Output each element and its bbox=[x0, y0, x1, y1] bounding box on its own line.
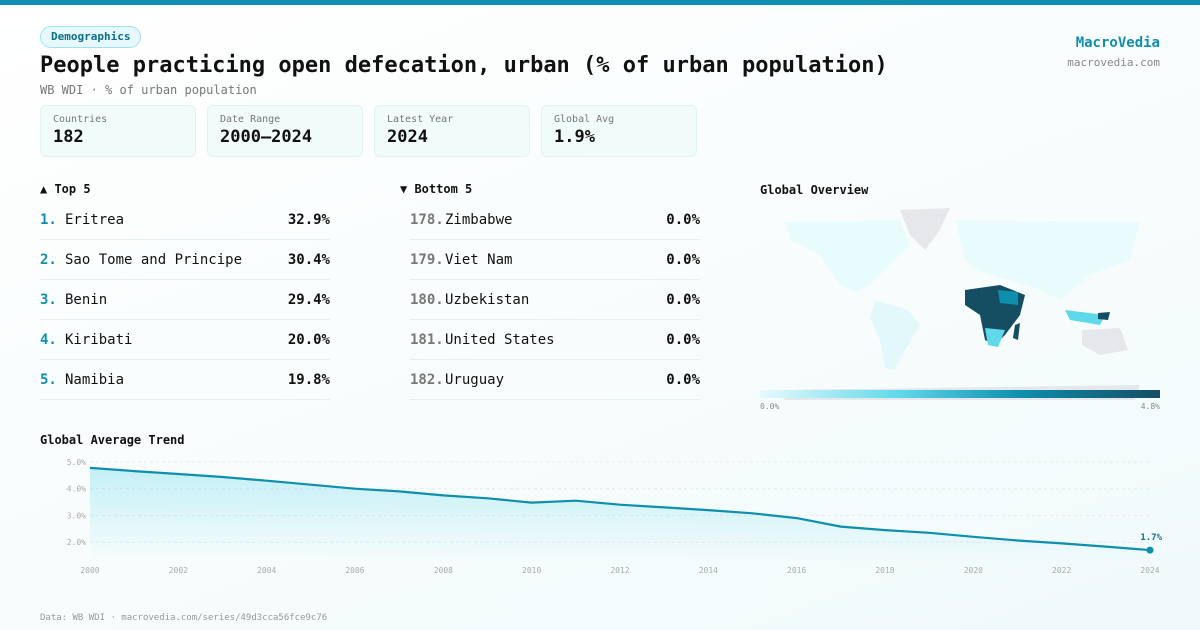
country-name: Zimbabwe bbox=[445, 211, 513, 228]
x-tick-label: 2018 bbox=[875, 566, 894, 575]
country-value: 0.0% bbox=[666, 251, 700, 268]
map-eurasia bbox=[955, 220, 1140, 300]
brand-logo[interactable]: MacroVedia bbox=[1075, 35, 1160, 51]
list-item[interactable]: 180. Uzbekistan 0.0% bbox=[410, 280, 700, 320]
category-badge[interactable]: Demographics bbox=[40, 26, 142, 48]
top5-title: ▲ Top 5 bbox=[40, 182, 91, 196]
legend-max: 4.8% bbox=[1140, 402, 1160, 411]
x-tick-label: 2022 bbox=[1052, 566, 1071, 575]
top-accent-bar bbox=[0, 0, 1200, 5]
rank: 179. bbox=[410, 251, 444, 268]
stat-label: Global Avg bbox=[554, 114, 615, 125]
brand-url[interactable]: macrovedia.com bbox=[1067, 56, 1160, 69]
map-se-asia bbox=[1065, 310, 1105, 325]
country-value: 0.0% bbox=[666, 291, 700, 308]
map-png bbox=[1098, 312, 1110, 320]
y-tick-label: 5.0% bbox=[67, 458, 86, 467]
x-tick-label: 2016 bbox=[787, 566, 806, 575]
country-value: 0.0% bbox=[666, 211, 700, 228]
country-value: 0.0% bbox=[666, 371, 700, 388]
country-name: Namibia bbox=[65, 371, 125, 388]
country-value: 30.4% bbox=[287, 251, 330, 268]
country-name: Uzbekistan bbox=[445, 291, 530, 308]
stat-countries: Countries 182 bbox=[40, 105, 196, 157]
country-name: Benin bbox=[65, 291, 108, 308]
x-tick-label: 2024 bbox=[1140, 566, 1159, 575]
map-africa-south bbox=[985, 328, 1005, 347]
country-name: Kiribati bbox=[65, 331, 133, 348]
stat-label: Date Range bbox=[220, 114, 281, 125]
list-item[interactable]: 5. Namibia 19.8% bbox=[40, 360, 330, 400]
trend-title: Global Average Trend bbox=[40, 433, 185, 447]
country-name: Eritrea bbox=[65, 211, 125, 228]
rank: 1. bbox=[40, 211, 57, 228]
trend-line bbox=[89, 466, 1151, 552]
stat-value: 2024 bbox=[387, 127, 428, 147]
x-tick-label: 2012 bbox=[610, 566, 629, 575]
list-item[interactable]: 1. Eritrea 32.9% bbox=[40, 200, 330, 240]
list-item[interactable]: 2. Sao Tome and Principe 30.4% bbox=[40, 240, 330, 280]
rank: 182. bbox=[410, 371, 444, 388]
stat-date-range: Date Range 2000–2024 bbox=[207, 105, 363, 157]
world-map bbox=[760, 208, 1160, 400]
x-tick-label: 2000 bbox=[80, 566, 99, 575]
x-tick-label: 2020 bbox=[964, 566, 983, 575]
rank: 4. bbox=[40, 331, 57, 348]
rank: 2. bbox=[40, 251, 57, 268]
page-subtitle: WB WDI · % of urban population bbox=[40, 83, 257, 97]
x-tick-label: 2010 bbox=[522, 566, 541, 575]
list-item[interactable]: 4. Kiribati 20.0% bbox=[40, 320, 330, 360]
map-north-america bbox=[785, 220, 910, 292]
country-name: Viet Nam bbox=[445, 251, 513, 268]
country-name: United States bbox=[445, 331, 555, 348]
x-tick-label: 2008 bbox=[434, 566, 453, 575]
trend-chart: 2.0% 3.0% 4.0% 5.0% 2000 2002 2004 2006 2008 2010… bbox=[67, 458, 1163, 575]
country-value: 0.0% bbox=[666, 331, 700, 348]
stat-global-avg: Global Avg 1.9% bbox=[541, 105, 697, 157]
list-item[interactable]: 181. United States 0.0% bbox=[410, 320, 700, 360]
legend-min: 0.0% bbox=[760, 402, 780, 411]
list-item[interactable]: 3. Benin 29.4% bbox=[40, 280, 330, 320]
map-title: Global Overview bbox=[760, 183, 869, 197]
country-value: 19.8% bbox=[287, 371, 330, 388]
list-item[interactable]: 179. Viet Nam 0.0% bbox=[410, 240, 700, 280]
x-tick-label: 2006 bbox=[345, 566, 364, 575]
bottom5-title: ▼ Bottom 5 bbox=[400, 182, 473, 196]
stat-value: 1.9% bbox=[554, 127, 595, 147]
list-item[interactable]: 178. Zimbabwe 0.0% bbox=[410, 200, 700, 240]
map-south-america bbox=[870, 300, 920, 370]
map-africa-east bbox=[998, 290, 1018, 305]
map-greenland bbox=[900, 208, 950, 250]
x-tick-label: 2014 bbox=[699, 566, 718, 575]
rank: 180. bbox=[410, 291, 444, 308]
country-name: Sao Tome and Principe bbox=[65, 251, 243, 268]
footer-source: Data: WB WDI · macrovedia.com/series/49d… bbox=[40, 613, 328, 623]
country-value: 29.4% bbox=[287, 291, 330, 308]
stat-value: 182 bbox=[53, 127, 84, 147]
rank: 3. bbox=[40, 291, 57, 308]
map-australia bbox=[1082, 328, 1128, 355]
last-point-marker bbox=[1146, 546, 1154, 554]
stat-latest-year: Latest Year 2024 bbox=[374, 105, 530, 157]
stat-label: Latest Year bbox=[387, 114, 454, 125]
last-value-label: 1.7% bbox=[1140, 533, 1162, 543]
y-tick-label: 3.0% bbox=[67, 511, 86, 520]
stat-label: Countries bbox=[53, 114, 108, 125]
stat-value: 2000–2024 bbox=[220, 127, 313, 147]
country-value: 32.9% bbox=[287, 211, 330, 228]
y-tick-label: 4.0% bbox=[67, 485, 86, 494]
list-item[interactable]: 182. Uruguay 0.0% bbox=[410, 360, 700, 400]
page-title: People practicing open defecation, urban… bbox=[40, 53, 888, 78]
trend-area bbox=[90, 467, 1150, 561]
x-tick-label: 2004 bbox=[257, 566, 276, 575]
y-tick-label: 2.0% bbox=[67, 538, 86, 547]
map-madagascar bbox=[1013, 323, 1020, 340]
rank: 181. bbox=[410, 331, 444, 348]
map-legend-bar bbox=[760, 390, 1160, 398]
x-tick-label: 2002 bbox=[169, 566, 188, 575]
country-value: 20.0% bbox=[287, 331, 330, 348]
rank: 5. bbox=[40, 371, 57, 388]
rank: 178. bbox=[410, 211, 444, 228]
country-name: Uruguay bbox=[445, 371, 505, 388]
